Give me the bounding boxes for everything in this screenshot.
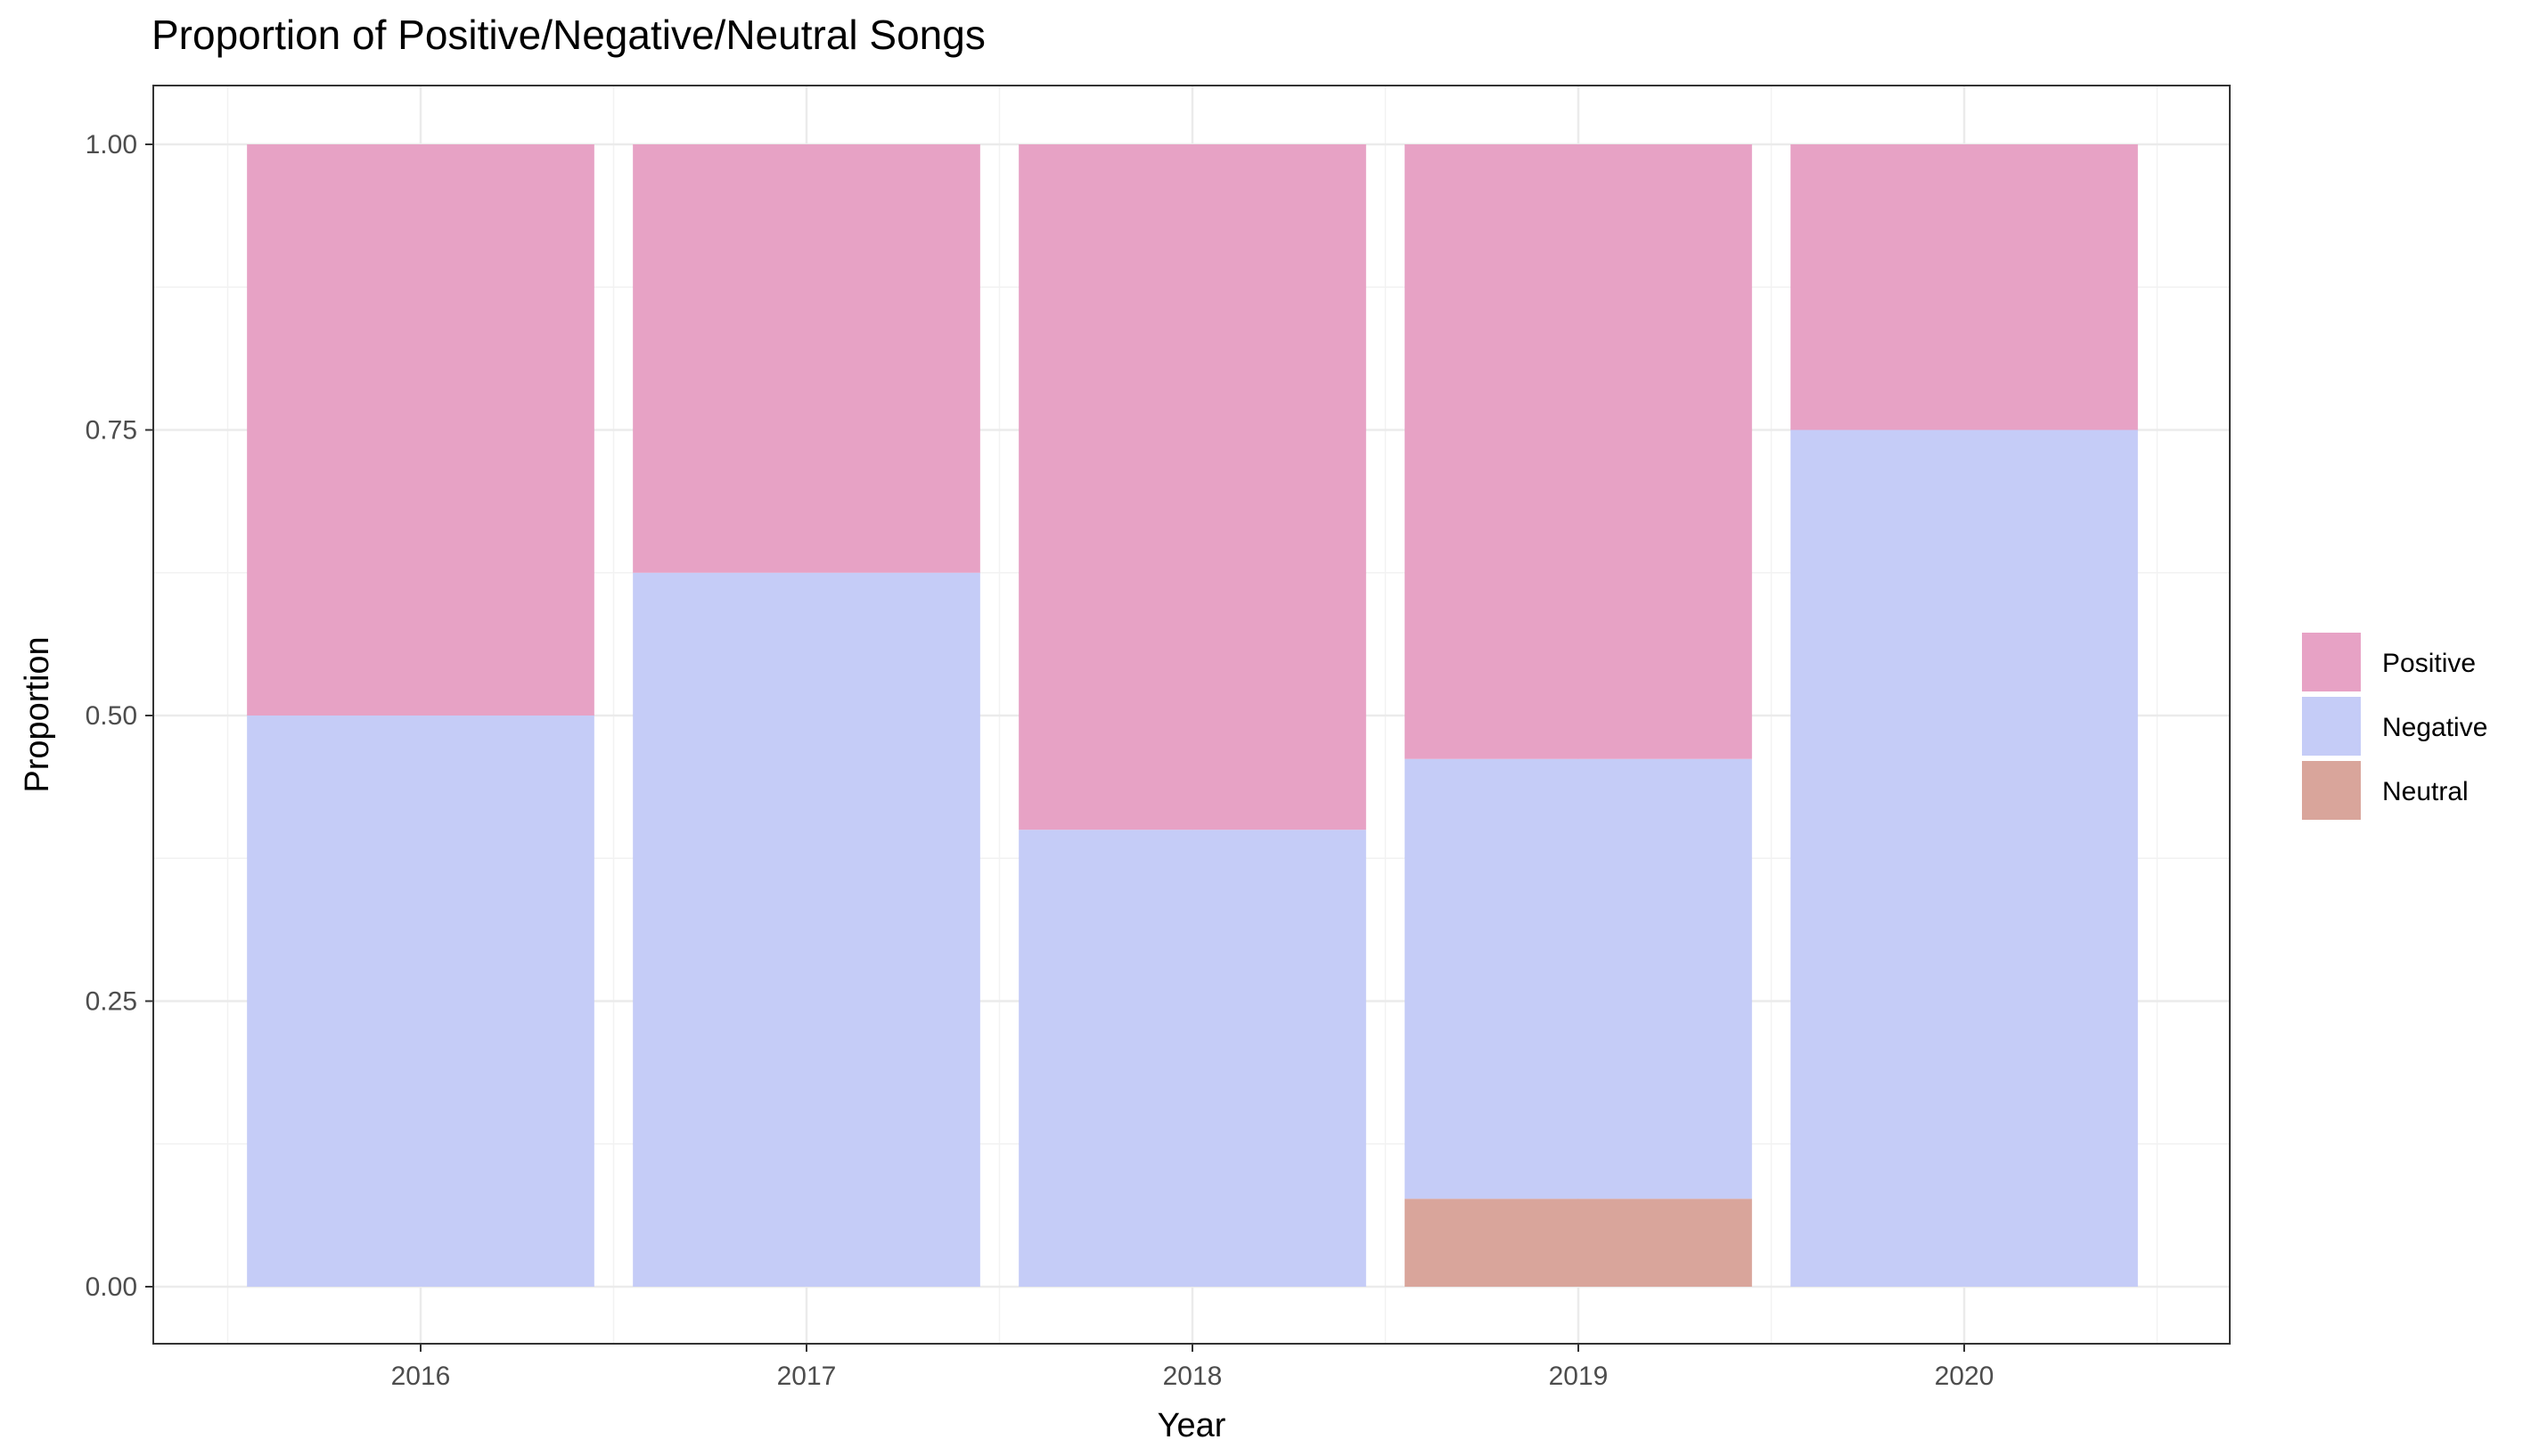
bars — [247, 144, 2138, 1287]
legend-key-positive — [2302, 633, 2361, 691]
x-tick-label: 2017 — [777, 1362, 837, 1391]
bar-negative-2018 — [1019, 830, 1366, 1287]
bar-positive-2017 — [633, 144, 980, 573]
x-tick-label: 2019 — [1549, 1362, 1609, 1391]
bar-positive-2018 — [1019, 144, 1366, 830]
legend-key-neutral — [2302, 761, 2361, 820]
y-axis-title: Proportion — [19, 636, 56, 792]
bar-positive-2016 — [247, 144, 594, 716]
y-tick-label: 0.75 — [86, 416, 137, 446]
y-tick-label: 1.00 — [86, 130, 137, 160]
bar-positive-2019 — [1405, 144, 1752, 759]
y-tick-label: 0.50 — [86, 701, 137, 731]
bar-negative-2017 — [633, 572, 980, 1287]
x-tick-label: 2018 — [1163, 1362, 1223, 1391]
bar-positive-2020 — [1790, 144, 2138, 430]
legend-label-neutral: Neutral — [2382, 777, 2469, 806]
legend-label-negative: Negative — [2382, 713, 2487, 742]
x-tick-label: 2020 — [1935, 1362, 1994, 1391]
chart-title: Proportion of Positive/Negative/Neutral … — [152, 12, 986, 58]
bar-negative-2020 — [1790, 429, 2138, 1287]
y-tick-label: 0.00 — [86, 1272, 137, 1302]
bar-negative-2016 — [247, 716, 594, 1287]
x-axis-ticks: 2016 2017 2018 2019 2020 — [391, 1344, 1994, 1391]
legend-label-positive: Positive — [2382, 649, 2476, 678]
x-axis-title: Year — [1158, 1407, 1226, 1444]
y-tick-label: 0.25 — [86, 987, 137, 1017]
x-tick-label: 2016 — [391, 1362, 451, 1391]
bar-neutral-2019 — [1405, 1198, 1752, 1287]
legend: Positive Negative Neutral — [2302, 633, 2487, 820]
y-axis-ticks: 0.00 0.25 0.50 0.75 1.00 — [86, 130, 153, 1302]
bar-negative-2019 — [1405, 758, 1752, 1199]
legend-key-negative — [2302, 697, 2361, 756]
